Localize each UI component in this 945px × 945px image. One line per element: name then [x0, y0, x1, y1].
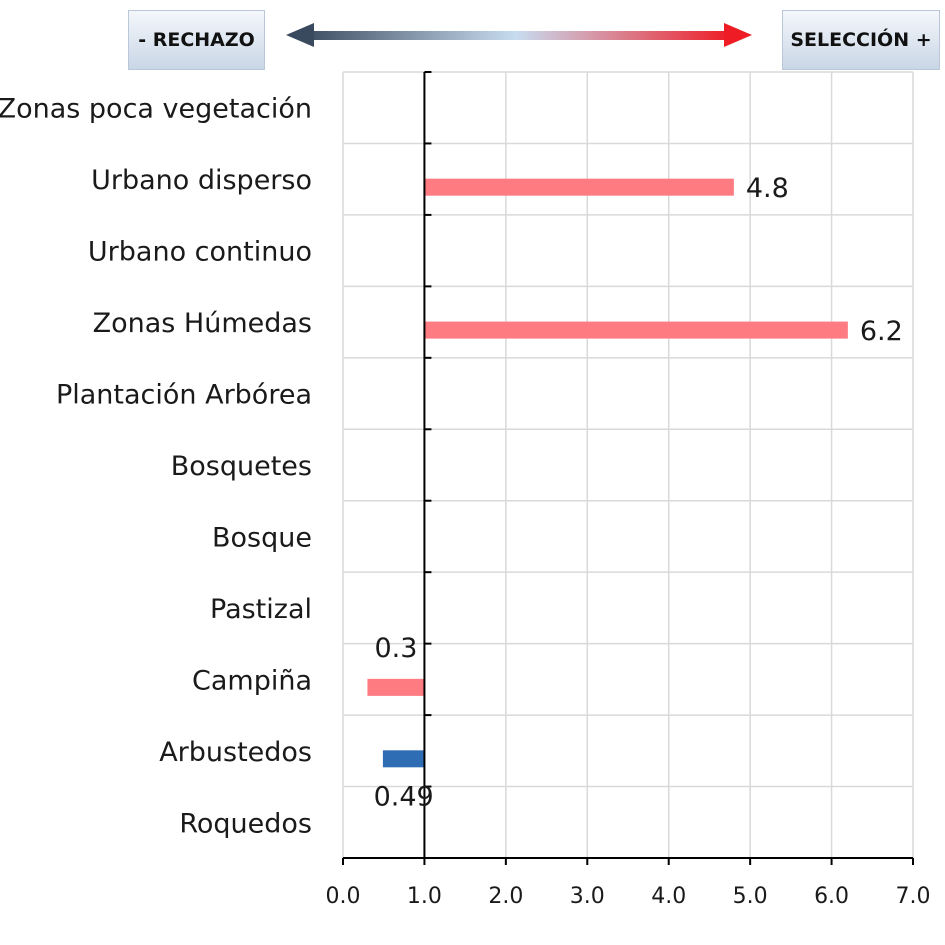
- seleccion-label: SELECCIÓN +: [790, 29, 932, 51]
- bar-urbano-disperso: [424, 178, 734, 196]
- data-label: 0.3: [374, 633, 417, 664]
- x-tick-label: 4.0: [651, 884, 686, 909]
- bars: [367, 178, 848, 768]
- data-label: 4.8: [746, 173, 789, 204]
- bar-zonas-h-medas: [424, 321, 848, 339]
- x-tick-label: 6.0: [814, 884, 849, 909]
- x-tick-label: 1.0: [407, 884, 442, 909]
- x-tick-label: 0.0: [326, 884, 361, 909]
- bar-arbustedos: [382, 750, 425, 768]
- category-label: Bosque: [212, 522, 312, 553]
- arrow-left-head-icon: [286, 23, 314, 47]
- x-tick-label: 5.0: [733, 884, 768, 909]
- category-label: Campiña: [192, 665, 312, 696]
- category-label: Urbano disperso: [91, 165, 312, 196]
- category-label: Urbano continuo: [88, 237, 312, 268]
- x-tick-label: 2.0: [488, 884, 523, 909]
- category-label: Zonas Húmedas: [93, 308, 312, 339]
- arrow-shaft: [300, 31, 732, 40]
- category-label: Arbustedos: [159, 737, 312, 768]
- category-label: Zonas poca vegetación: [0, 94, 312, 125]
- category-label: Bosquetes: [171, 451, 312, 482]
- category-label: Pastizal: [210, 594, 312, 625]
- seleccion-label-box: SELECCIÓN +: [782, 10, 940, 70]
- rechazo-label: - RECHAZO: [138, 29, 255, 51]
- x-tick-label: 7.0: [896, 884, 931, 909]
- data-label: 0.49: [374, 781, 434, 812]
- category-label: Plantación Arbórea: [56, 380, 312, 411]
- data-label: 6.2: [860, 316, 903, 347]
- double-arrow-icon: [286, 23, 752, 47]
- axes: [342, 71, 914, 865]
- arrow-right-head-icon: [724, 23, 752, 47]
- x-tick-label: 3.0: [570, 884, 605, 909]
- bar-campi-a: [367, 678, 425, 696]
- rechazo-label-box: - RECHAZO: [128, 10, 265, 70]
- category-label: Roquedos: [179, 808, 312, 839]
- labels: 4.8 6.2 0.3 0.49 Zonas poca vegetación Urbano…: [0, 94, 931, 909]
